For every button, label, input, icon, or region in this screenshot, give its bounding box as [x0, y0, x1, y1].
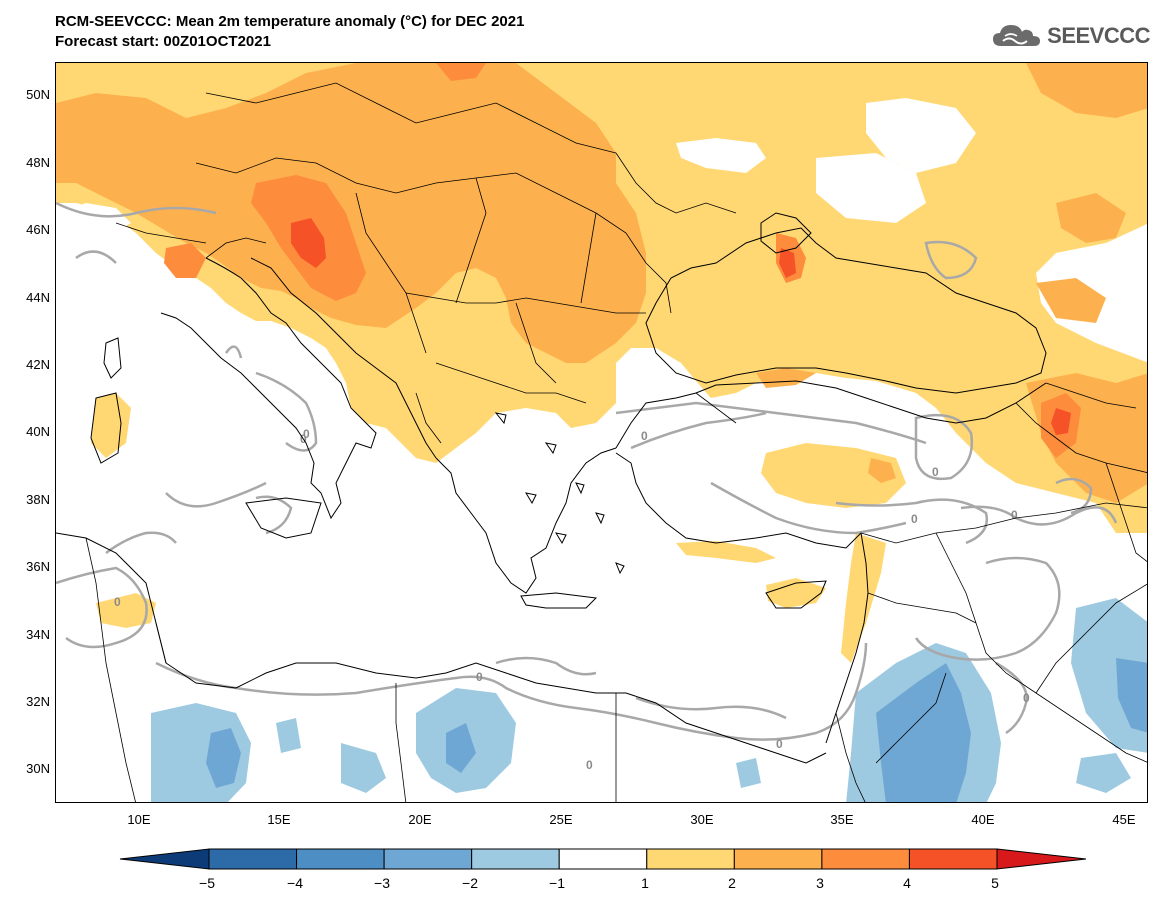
- anomaly-region-2-3: [1036, 278, 1106, 323]
- lat-label: 32N: [26, 694, 50, 709]
- colorbar-segment: [996, 848, 1087, 870]
- contour-label: 0: [586, 758, 593, 772]
- contour-label: 0: [776, 737, 783, 751]
- lon-label: 40E: [971, 812, 995, 827]
- contour-label: 0: [114, 595, 121, 609]
- seevccc-logo: SEEVCCC: [991, 22, 1150, 50]
- contour-label: 0: [1011, 508, 1018, 522]
- forecast-start: Forecast start: 00Z01OCT2021: [55, 33, 271, 50]
- colorbar-label: −4: [287, 875, 303, 891]
- lon-label: 30E: [690, 812, 714, 827]
- title-block: RCM-SEEVCCC: Mean 2m temperature anomaly…: [55, 12, 524, 52]
- anomaly-region-neg-2-3: [876, 663, 971, 802]
- anomaly-region-neutral: [816, 153, 926, 223]
- anomaly-region-2-3: [1026, 63, 1147, 118]
- anomaly-region-3-4: [436, 63, 486, 81]
- contour-label: 0: [911, 512, 918, 526]
- colorbar-label: 3: [816, 875, 824, 891]
- lat-label: 40N: [26, 424, 50, 439]
- anomaly-region-2-3: [756, 368, 816, 388]
- anomaly-region-1-2: [96, 593, 156, 628]
- logo-text: SEEVCCC: [1047, 23, 1150, 48]
- contour-label: 0: [476, 670, 483, 684]
- lon-label: 15E: [267, 812, 291, 827]
- lon-label: 25E: [549, 812, 573, 827]
- anomaly-region-neg-1-2: [1076, 753, 1131, 793]
- anomaly-region-4-5: [291, 218, 326, 268]
- anomaly-region-neutral: [676, 138, 766, 173]
- colorbar-label: −1: [549, 875, 565, 891]
- anomaly-region-neg-1-2: [736, 758, 761, 788]
- colorbar-segment: [296, 848, 385, 870]
- colorbar-segment: [471, 848, 560, 870]
- anomaly-region-1-2: [841, 533, 886, 663]
- lon-label: 35E: [830, 812, 854, 827]
- anomaly-region-neg-2-3: [1116, 658, 1147, 733]
- colorbar-label: 2: [728, 875, 736, 891]
- colorbar-segment: [646, 848, 735, 870]
- colorbar-segment: [908, 848, 998, 870]
- lon-label: 45E: [1112, 812, 1136, 827]
- lat-label: 50N: [26, 87, 50, 102]
- anomaly-region-4-5: [779, 248, 796, 278]
- lat-label: 34N: [26, 627, 50, 642]
- lat-label: 46N: [26, 222, 50, 237]
- anomaly-region-3-4: [164, 243, 206, 278]
- lat-label: 30N: [26, 761, 50, 776]
- colorbar-label: −3: [374, 875, 390, 891]
- temperature-anomaly-map: 0 0 0 0 0 0 0 0 0 0 0: [56, 63, 1147, 802]
- lat-label: 38N: [26, 492, 50, 507]
- anomaly-region-4-5: [1051, 408, 1071, 435]
- lat-label: 36N: [26, 559, 50, 574]
- anomaly-region-2-3: [56, 63, 646, 363]
- contour-label: 0: [932, 465, 939, 479]
- colorbar-segment: [821, 848, 910, 870]
- colorbar-label: 1: [641, 875, 649, 891]
- lon-label: 10E: [127, 812, 151, 827]
- anomaly-region-2-3: [868, 458, 896, 483]
- colorbar-label: 4: [903, 875, 911, 891]
- contour-label: 0: [303, 427, 310, 441]
- zero-contour-lines: [56, 201, 1118, 741]
- colorbar-segment: [119, 848, 210, 870]
- cloud-icon: [993, 25, 1041, 46]
- contour-label: 0: [1023, 691, 1030, 705]
- lon-label: 20E: [408, 812, 432, 827]
- colorbar-segment: [733, 848, 823, 870]
- contour-label: 0: [641, 429, 648, 443]
- lat-label: 44N: [26, 290, 50, 305]
- colorbar: [119, 848, 1087, 870]
- anomaly-region-neutral: [866, 98, 976, 173]
- anomaly-region-2-3: [1056, 193, 1126, 243]
- colorbar-label: 5: [991, 875, 999, 891]
- map-title: RCM-SEEVCCC: Mean 2m temperature anomaly…: [55, 13, 525, 30]
- anomaly-region-neg-1-2: [341, 743, 386, 793]
- lat-label: 42N: [26, 357, 50, 372]
- colorbar-segment: [208, 848, 298, 870]
- coastlines: [56, 212, 1047, 764]
- anomaly-region-neg-1-2: [276, 718, 301, 753]
- lat-label: 48N: [26, 155, 50, 170]
- colorbar-segment: [558, 848, 648, 870]
- anomaly-region-neg-2-3: [446, 723, 476, 773]
- anomaly-region-neg-2-3: [206, 728, 241, 788]
- map-frame: 0 0 0 0 0 0 0 0 0 0 0: [55, 62, 1148, 803]
- anomaly-region-1-2: [761, 443, 906, 508]
- colorbar-label: −5: [199, 875, 215, 891]
- anomaly-region-1-2: [91, 393, 131, 458]
- colorbar-label: −2: [462, 875, 478, 891]
- colorbar-segment: [383, 848, 473, 870]
- country-borders: [85, 82, 1147, 802]
- anomaly-region-1-2: [676, 541, 776, 563]
